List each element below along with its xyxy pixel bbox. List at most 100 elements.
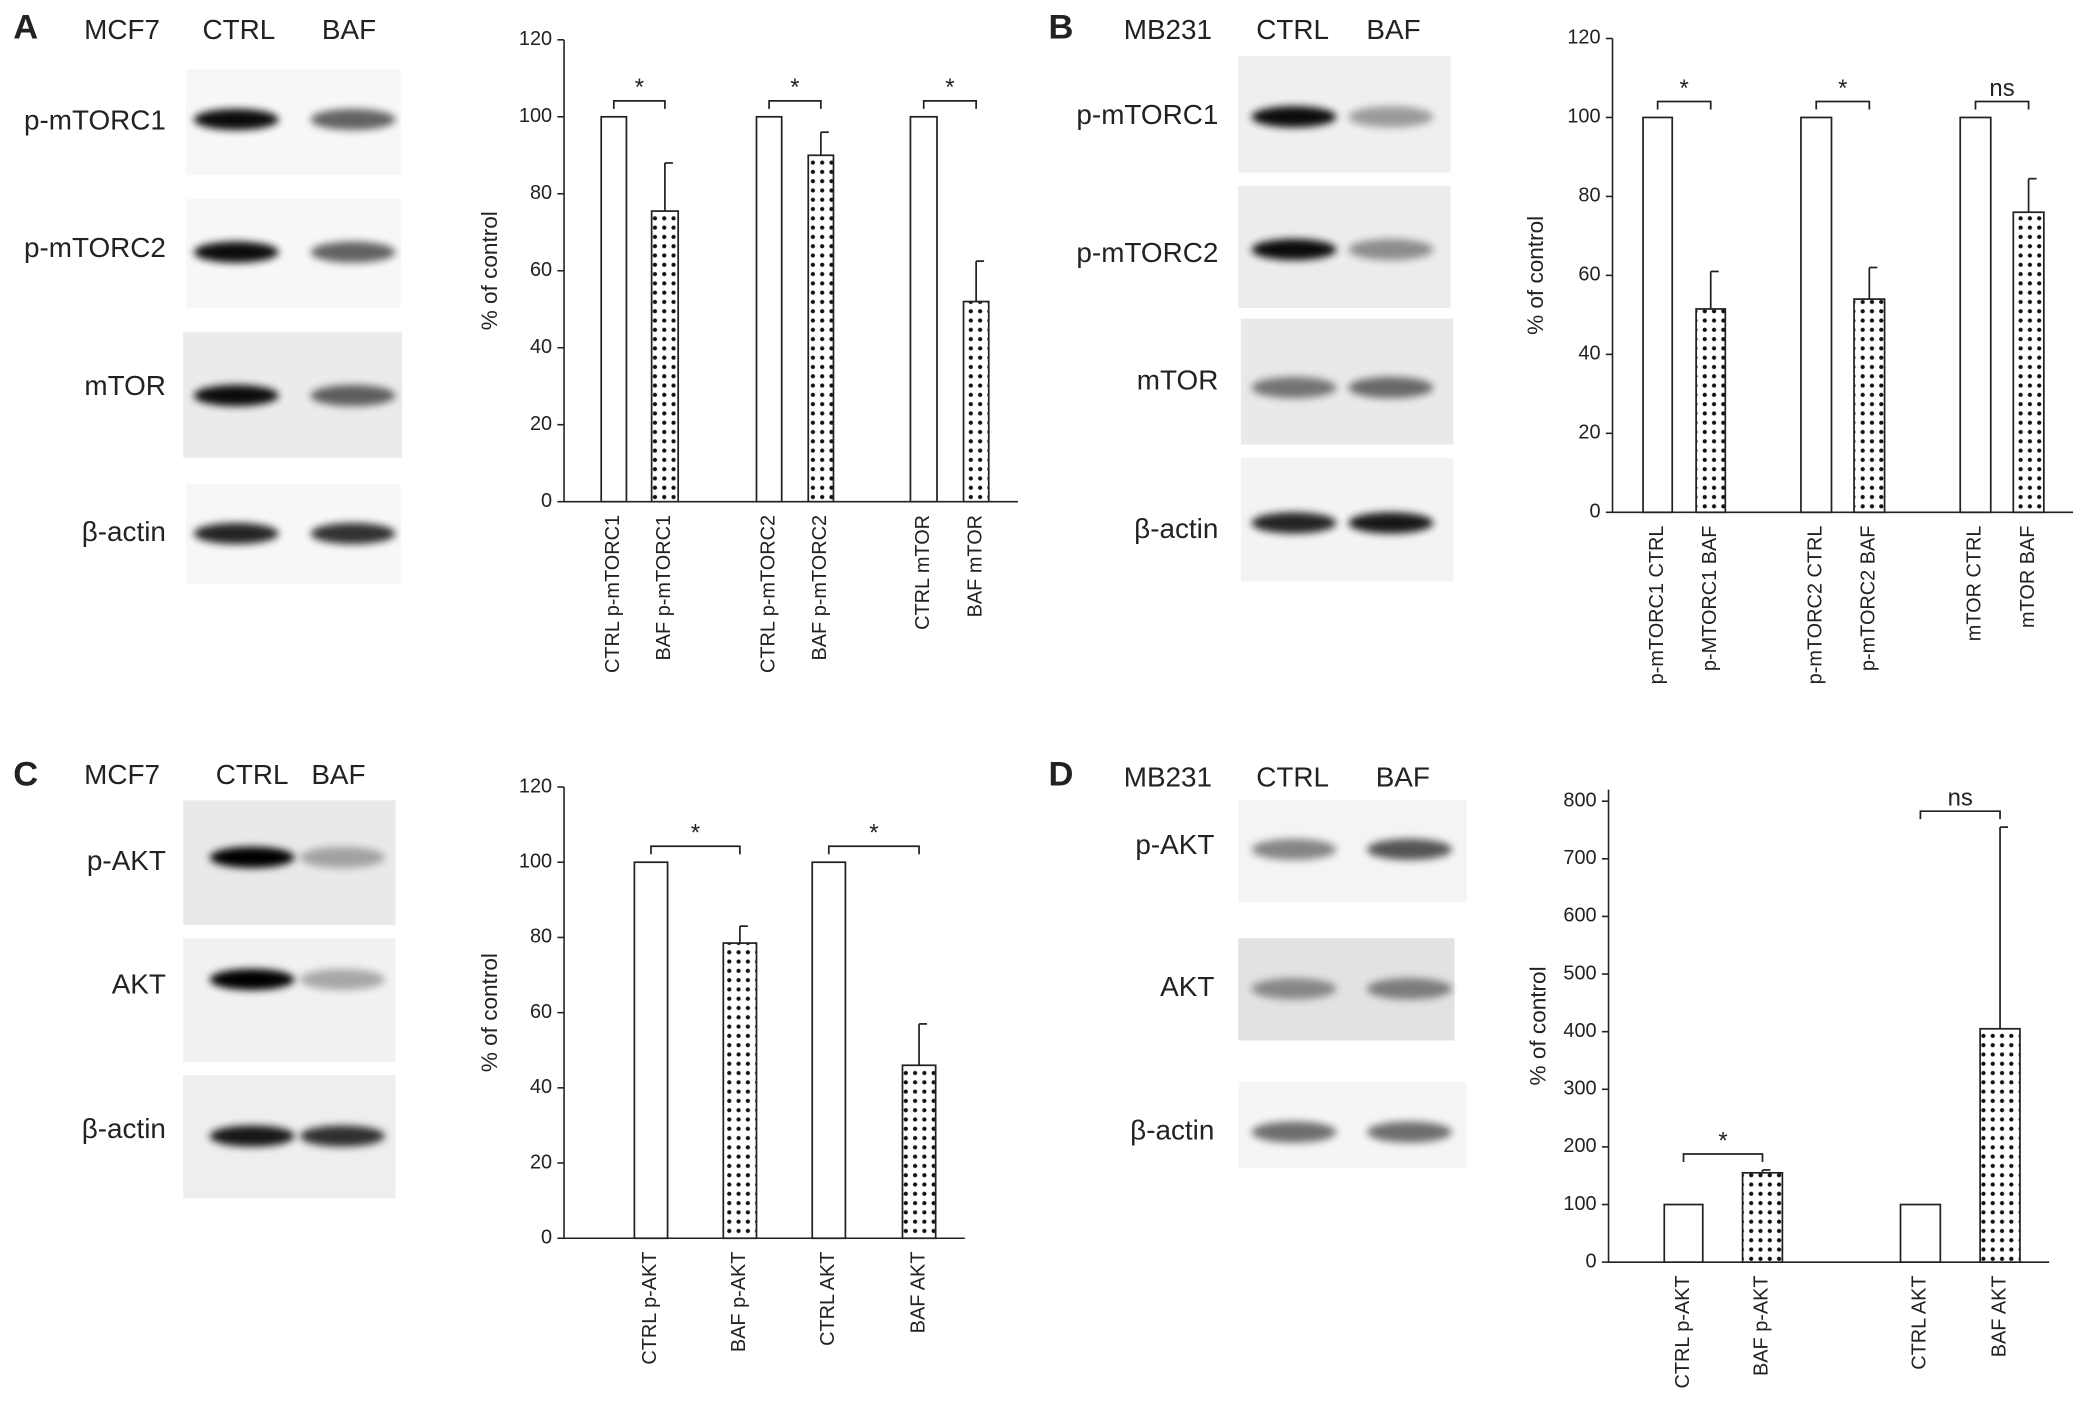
significance-label: *: [945, 74, 954, 101]
y-tick-label: 500: [1563, 962, 1596, 984]
bar: [909, 115, 938, 503]
blot-band: [209, 846, 295, 868]
lane-label: BAF: [311, 759, 365, 790]
bar: [600, 115, 628, 503]
blot-band: [1251, 106, 1337, 128]
x-tick-label: CTRL AKT: [817, 1252, 839, 1346]
y-tick-label: 120: [519, 28, 552, 50]
blot-row-label: mTOR: [84, 370, 166, 401]
y-tick-label: 100: [1563, 1193, 1596, 1215]
significance-bracket: [612, 100, 666, 109]
blot-row-label: β-actin: [82, 1113, 166, 1144]
lane-label: CTRL: [216, 759, 289, 790]
blot-band: [1251, 238, 1337, 261]
bar: [722, 942, 758, 1240]
significance-bracket: [1682, 1153, 1764, 1162]
y-tick-label: 100: [1567, 106, 1600, 128]
y-tick-label: 60: [530, 1001, 552, 1023]
blot-row-label: p-AKT: [87, 845, 166, 876]
x-tick-label: CTRL p-AKT: [639, 1252, 661, 1365]
blot-band: [209, 1125, 295, 1147]
blot-band: [1366, 1121, 1452, 1143]
blot-band: [193, 522, 279, 545]
blot-band: [193, 384, 279, 407]
significance-bracket: [1815, 100, 1871, 110]
blot-row-label: mTOR: [1137, 365, 1219, 396]
y-tick-label: 800: [1563, 789, 1596, 811]
x-tick-label: BAF p-mTORC1: [653, 515, 675, 661]
significance-label: ns: [1989, 75, 2014, 102]
blot-band: [209, 968, 295, 991]
y-tick-label: 20: [530, 1151, 552, 1173]
significance-label: *: [1838, 75, 1847, 102]
blot-band: [1251, 376, 1337, 399]
significance-label: *: [1680, 75, 1689, 102]
bar: [807, 154, 835, 503]
x-tick-label: BAF p-mTORC2: [809, 515, 831, 661]
y-axis-title: % of control: [477, 211, 502, 330]
y-tick-label: 40: [530, 336, 552, 358]
y-tick-label: 80: [530, 182, 552, 204]
blot-band: [1366, 978, 1452, 1000]
x-tick-label: CTRL p-AKT: [1672, 1275, 1694, 1388]
significance-label: ns: [1948, 785, 1973, 812]
significance-label: *: [635, 74, 644, 101]
significance-bracket: [827, 845, 920, 855]
significance-bracket: [1656, 100, 1712, 110]
y-tick-label: 300: [1563, 1078, 1596, 1100]
bar: [962, 300, 990, 503]
y-tick-label: 0: [1590, 501, 1601, 523]
x-tick-label: CTRL AKT: [1909, 1275, 1931, 1369]
lane-label: CTRL: [203, 14, 276, 45]
blot-band: [310, 108, 396, 131]
x-tick-label: p-mTORC1 CTRL: [1646, 526, 1668, 685]
y-tick-label: 20: [1578, 422, 1600, 444]
bar: [1663, 1203, 1704, 1264]
y-tick-label: 80: [1578, 185, 1600, 207]
bar: [1899, 1203, 1942, 1264]
cell-line: MB231: [1124, 761, 1212, 792]
blot-band: [1348, 376, 1434, 399]
y-tick-label: 0: [541, 1227, 552, 1249]
x-tick-label: CTRL mTOR: [912, 515, 934, 630]
blot-band: [1348, 238, 1434, 261]
significance-label: *: [790, 74, 799, 101]
y-tick-label: 400: [1563, 1020, 1596, 1042]
significance-bracket: [1919, 810, 2001, 820]
bar: [633, 861, 669, 1240]
blot-row-label: β-actin: [1134, 513, 1218, 544]
x-tick-label: mTOR BAF: [2017, 526, 2039, 628]
bar: [2012, 211, 2045, 514]
y-tick-label: 60: [1578, 264, 1600, 286]
bar: [1959, 116, 1992, 514]
y-tick-label: 40: [530, 1076, 552, 1098]
blot-row-label: p-mTORC1: [1076, 99, 1218, 130]
blot-band: [299, 968, 385, 991]
lane-label: CTRL: [1256, 14, 1329, 45]
significance-label: *: [1718, 1127, 1727, 1154]
blot-band: [1251, 838, 1337, 861]
y-tick-label: 100: [519, 850, 552, 872]
y-tick-label: 40: [1578, 343, 1600, 365]
y-tick-label: 20: [530, 413, 552, 435]
blot-band: [193, 241, 279, 263]
blot-row-label: p-mTORC2: [1076, 237, 1218, 268]
significance-bracket: [1974, 100, 2030, 110]
y-tick-label: 700: [1563, 847, 1596, 869]
y-tick-label: 120: [519, 775, 552, 797]
blot-band: [193, 108, 279, 131]
bar: [1853, 298, 1886, 514]
x-tick-label: p-MTORC1 BAF: [1699, 526, 1721, 672]
y-tick-label: 0: [541, 490, 552, 512]
y-axis-title: % of control: [1523, 216, 1548, 335]
significance-bracket: [768, 100, 822, 109]
y-axis-title: % of control: [477, 953, 502, 1072]
blot-band: [1348, 512, 1434, 534]
significance-label: *: [691, 820, 700, 847]
bar: [1695, 308, 1727, 514]
blot-row-label: p-mTORC2: [24, 232, 166, 263]
x-tick-label: CTRL p-mTORC1: [602, 515, 624, 673]
panel-letter: D: [1048, 756, 1073, 794]
